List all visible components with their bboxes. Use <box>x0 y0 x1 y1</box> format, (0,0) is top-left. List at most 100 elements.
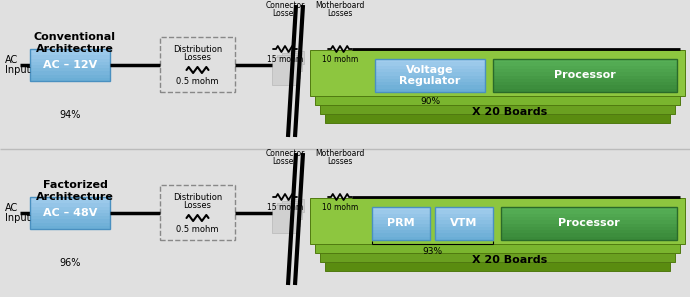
Bar <box>310 198 685 244</box>
Text: X 20 Boards: X 20 Boards <box>473 107 548 117</box>
Bar <box>435 213 493 217</box>
Bar <box>493 72 677 75</box>
Bar <box>435 217 493 220</box>
Bar <box>30 58 110 62</box>
Bar <box>501 230 677 233</box>
Bar <box>372 217 430 220</box>
Bar <box>375 75 485 79</box>
Bar <box>435 206 493 210</box>
Bar <box>435 233 493 237</box>
Bar <box>30 203 110 207</box>
Bar <box>375 72 485 75</box>
Bar <box>372 207 430 240</box>
Bar <box>501 210 677 214</box>
Bar <box>435 236 493 240</box>
Text: Input: Input <box>5 213 30 223</box>
Text: Connector: Connector <box>266 1 305 10</box>
Text: Losses: Losses <box>273 157 297 167</box>
Bar <box>493 59 677 92</box>
Bar <box>493 78 677 82</box>
Bar <box>30 61 110 65</box>
Text: Input: Input <box>5 65 30 75</box>
Text: 0.5 mohm: 0.5 mohm <box>176 225 219 235</box>
Text: Distribution: Distribution <box>173 45 222 53</box>
Text: X 20 Boards: X 20 Boards <box>473 255 548 265</box>
Bar <box>30 200 110 203</box>
Text: 15 mohm: 15 mohm <box>267 203 303 211</box>
Bar <box>372 213 430 217</box>
Bar <box>272 205 298 233</box>
Text: AC: AC <box>5 203 18 213</box>
Bar <box>282 201 302 219</box>
Bar <box>493 75 677 79</box>
Text: 10 mohm: 10 mohm <box>322 55 358 64</box>
Text: Distribution: Distribution <box>173 192 222 201</box>
Text: 94%: 94% <box>59 110 81 120</box>
Bar <box>372 223 430 227</box>
Bar <box>30 71 110 75</box>
Bar <box>501 206 677 210</box>
Bar <box>501 226 677 230</box>
Bar <box>30 209 110 213</box>
Text: 90%: 90% <box>420 97 440 107</box>
Text: 10 mohm: 10 mohm <box>322 203 358 211</box>
Bar <box>493 62 677 66</box>
Bar <box>493 59 677 62</box>
Bar <box>435 223 493 227</box>
Bar <box>375 82 485 86</box>
Text: Connector: Connector <box>266 149 305 159</box>
Bar <box>501 207 677 240</box>
Text: Losses: Losses <box>184 200 212 209</box>
Bar <box>30 216 110 219</box>
Bar <box>30 212 110 216</box>
Bar <box>160 37 235 92</box>
Bar <box>435 210 493 214</box>
Bar <box>501 236 677 240</box>
Bar <box>372 230 430 233</box>
Text: PRM: PRM <box>387 219 415 228</box>
Bar <box>435 226 493 230</box>
Bar <box>30 77 110 81</box>
Bar <box>435 207 493 240</box>
Bar <box>493 88 677 92</box>
Bar <box>493 82 677 86</box>
Bar <box>493 85 677 89</box>
Bar <box>372 226 430 230</box>
Bar <box>30 55 110 59</box>
Bar <box>501 233 677 237</box>
Bar <box>30 49 110 81</box>
Bar <box>375 59 485 92</box>
Bar <box>30 52 110 56</box>
Bar <box>30 225 110 229</box>
Text: Voltage
Regulator: Voltage Regulator <box>400 65 461 86</box>
Text: Processor: Processor <box>554 70 616 80</box>
Text: Losses: Losses <box>327 157 353 167</box>
Bar <box>435 220 493 224</box>
Bar <box>287 51 304 64</box>
Bar <box>375 59 485 62</box>
Bar <box>493 68 677 72</box>
Bar <box>501 213 677 217</box>
Bar <box>272 57 298 85</box>
Bar <box>493 65 677 69</box>
Text: AC – 48V: AC – 48V <box>43 208 97 218</box>
Bar <box>287 199 304 212</box>
Bar <box>277 55 300 78</box>
Bar <box>160 185 235 240</box>
Text: Architecture: Architecture <box>36 44 114 54</box>
Bar <box>277 203 300 226</box>
Bar <box>30 197 110 229</box>
Bar <box>501 217 677 220</box>
Bar <box>501 223 677 227</box>
Bar <box>30 68 110 71</box>
Text: 0.5 mohm: 0.5 mohm <box>176 78 219 86</box>
Text: AC – 12V: AC – 12V <box>43 60 97 70</box>
Bar <box>30 222 110 226</box>
Text: Architecture: Architecture <box>36 192 114 202</box>
Bar <box>501 220 677 224</box>
Bar <box>320 224 675 262</box>
Bar <box>372 220 430 224</box>
Bar <box>30 64 110 68</box>
Text: VTM: VTM <box>451 219 477 228</box>
Bar <box>310 50 685 96</box>
